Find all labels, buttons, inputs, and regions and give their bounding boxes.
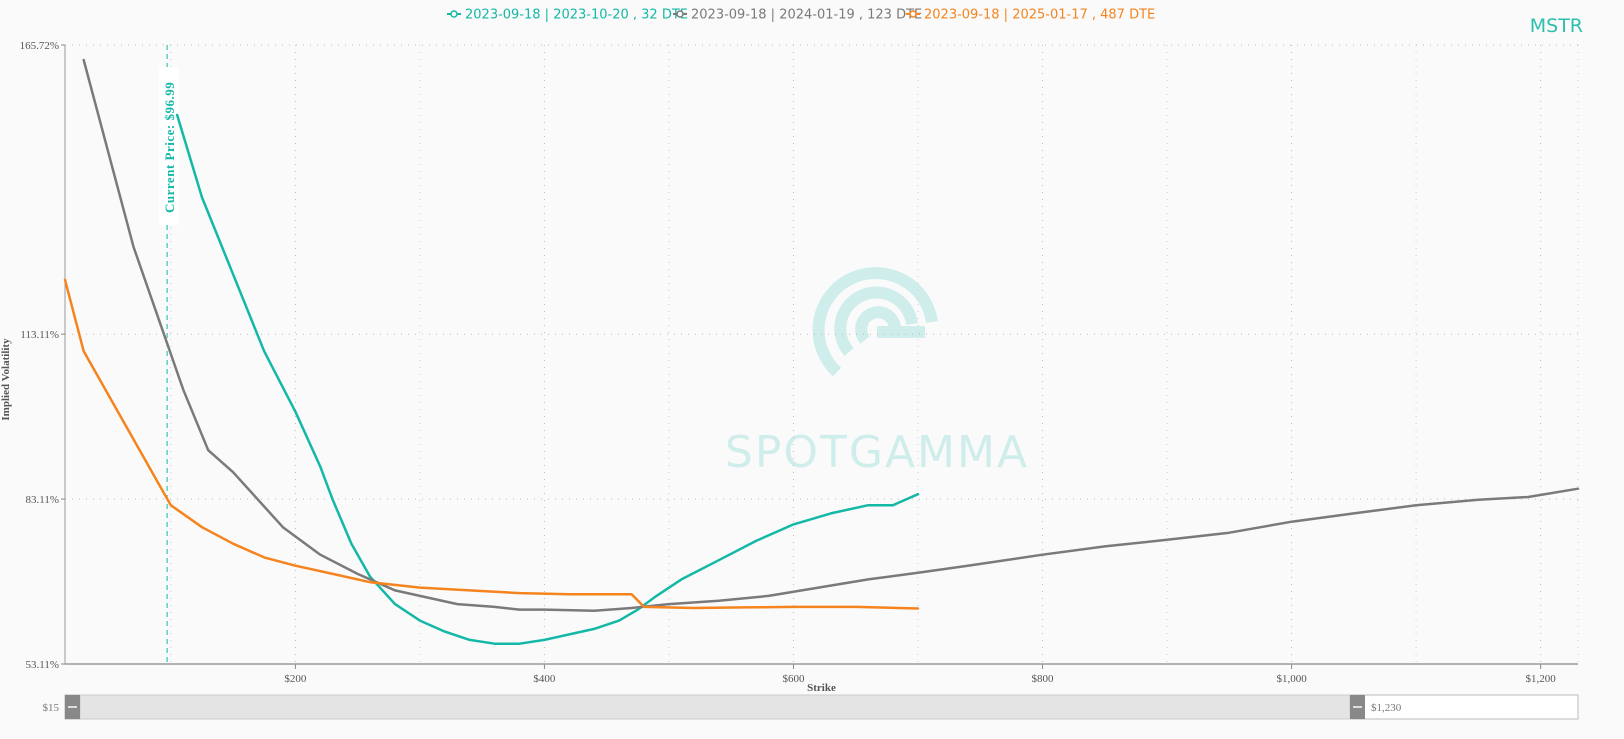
slider-min-label: $15 <box>43 702 60 714</box>
range-slider[interactable]: $15 $1,230 <box>43 694 1579 720</box>
legend-marker-icon <box>909 10 917 18</box>
ticker-symbol: MSTR <box>1530 15 1583 37</box>
spotgamma-logo-icon <box>812 267 938 377</box>
x-tick-label: $600 <box>782 673 805 685</box>
slider-selection[interactable] <box>79 694 1351 720</box>
axes: $200 $400 $600 $800 $1,000 $1,200 53.11% 83.11%… <box>0 40 1578 694</box>
legend-label: 2023-09-18 | 2025-01-17 , 487 DTE <box>924 8 1155 23</box>
x-tick-label: $1,000 <box>1276 673 1307 685</box>
legend-label: 2023-09-18 | 2024-01-19 , 123 DTE <box>691 8 922 23</box>
x-tick-label: $200 <box>284 673 307 685</box>
series-lines <box>63 58 1580 645</box>
x-tick-label: $800 <box>1032 673 1055 685</box>
current-price-label-bg <box>159 67 180 225</box>
x-axis-title: Strike <box>807 682 836 694</box>
legend-marker-icon <box>676 10 684 18</box>
x-tick-label: $400 <box>533 673 556 685</box>
legend-marker-icon <box>450 10 458 18</box>
slider-max-label: $1,230 <box>1371 702 1402 714</box>
y-tick-label: 165.72% <box>20 40 59 52</box>
legend-item-2[interactable]: 2023-09-18 | 2024-01-19 , 123 DTE <box>673 8 922 23</box>
y-tick-label: 113.11% <box>20 329 59 341</box>
y-axis-title: Implied Volatility <box>0 338 12 421</box>
legend[interactable]: 2023-09-18 | 2023-10-20 , 32 DTE 2023-09-… <box>447 8 1155 23</box>
series-line-1 <box>175 113 920 645</box>
spotgamma-watermark: SPOTGAMMA <box>725 267 1029 478</box>
legend-label: 2023-09-18 | 2023-10-20 , 32 DTE <box>465 8 688 23</box>
series-line-2 <box>82 58 1580 612</box>
current-price-marker: Current Price: $96.99 <box>159 45 180 664</box>
legend-item-1[interactable]: 2023-09-18 | 2023-10-20 , 32 DTE <box>447 8 688 23</box>
series-line-3 <box>63 278 920 610</box>
y-tick-label: 83.11% <box>25 494 59 506</box>
legend-item-3[interactable]: 2023-09-18 | 2025-01-17 , 487 DTE <box>906 8 1155 23</box>
current-price-label: Current Price: $96.99 <box>162 82 177 213</box>
x-tick-label: $1,200 <box>1526 673 1557 685</box>
watermark-text: SPOTGAMMA <box>725 427 1029 478</box>
y-tick-label: 53.11% <box>25 659 59 671</box>
